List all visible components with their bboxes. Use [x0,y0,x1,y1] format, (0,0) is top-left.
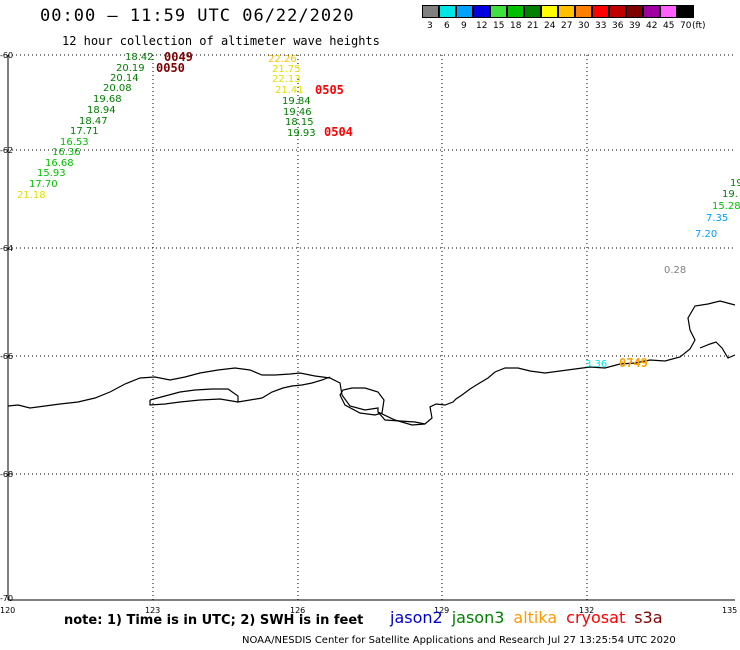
swh-value: 17.71 [70,126,99,137]
legend-label: 6 [444,21,450,31]
pass-time-label: 0049 [164,50,193,64]
legend-label: 24 [544,21,556,31]
legend-swatch [592,5,609,18]
swh-value: 20.19 [116,63,145,74]
legend-label: 45 [663,21,675,31]
latitude-tick-label: -64 [0,244,13,253]
latitude-tick-label: -66 [0,352,13,361]
latitude-tick-label: -70 [0,594,13,603]
legend-swatch [507,5,524,18]
satellite-name: cryosat [566,608,626,627]
legend-label: 12 [476,21,488,31]
legend-label: 18 [510,21,522,31]
swh-value: 20.14 [110,73,139,84]
swh-value: 15.93 [37,168,66,179]
pass-time-label: 0505 [315,83,344,97]
legend-label: 42 [646,21,658,31]
latitude-tick-label: -62 [0,146,13,155]
legend-swatch [456,5,473,18]
swh-value: 22.26 [268,54,297,65]
latitude-tick-label: -60 [0,51,13,60]
pass-time-label: 0749 [619,356,648,370]
legend-swatch [575,5,592,18]
swh-value: 19.68 [93,94,122,105]
legend-swatch [643,5,660,18]
longitude-tick-label: 126 [290,606,305,615]
map-subtitle: 12 hour collection of altimeter wave hei… [62,34,380,48]
swh-value: 19.84 [282,96,311,107]
legend-label: 39 [629,21,641,31]
longitude-tick-label: 129 [434,606,449,615]
map-title: 00:00 – 11:59 UTC 06/22/2020 [40,6,355,26]
swh-value: 21.75 [272,64,301,75]
swh-value: 7.20 [695,229,717,240]
swh-value: 20.08 [103,83,132,94]
legend-swatch [524,5,541,18]
satellite-legend: jason2 jason3 altika cryosat s3a [390,608,672,627]
legend-label: 15 [493,21,505,31]
legend-label: 9 [461,21,467,31]
legend-swatch [422,5,439,18]
swh-value: 18.47 [79,116,108,127]
longitude-tick-label: 123 [145,606,160,615]
swh-value: 17.70 [29,179,58,190]
legend-swatch [626,5,643,18]
legend-unit: (ft) [692,21,706,31]
color-legend [422,5,694,18]
legend-swatch [490,5,507,18]
longitude-labels: 120 123 126 129 132 135 [0,606,737,615]
swh-value: 21.18 [17,190,46,201]
swh-value: 22.13 [272,74,301,85]
satellite-name: s3a [634,608,663,627]
legend-label: 30 [578,21,590,31]
legend-swatch [660,5,677,18]
legend-swatch [439,5,456,18]
longitude-tick-label: 120 [0,606,15,615]
map-frame [7,55,735,601]
satellite-name: altika [513,608,558,627]
antarctic-coastline [7,300,736,426]
swh-value: 21.41 [275,85,304,96]
legend-label: 21 [527,21,539,31]
swh-value: 16.53 [60,137,89,148]
credit-line: NOAA/NESDIS Center for Satellite Applica… [242,635,676,646]
swh-value: 0.28 [664,265,686,276]
footer-note: note: 1) Time is in UTC; 2) SWH is in fe… [64,613,364,628]
swh-value: 16.36 [52,147,81,158]
swh-value: 3.36 [585,359,607,370]
legend-label: 3 [427,21,433,31]
swh-value: 19.46 [283,107,312,118]
satellite-name: jason3 [451,608,505,627]
legend-swatch [558,5,575,18]
legend-swatch [677,5,694,18]
satellite-name: jason2 [390,608,443,627]
legend-label: 27 [561,21,573,31]
pass-time-label: 0504 [324,125,353,139]
pass-time-label: 0050 [156,61,185,75]
swh-value: 18.15 [285,117,314,128]
longitude-tick-label: 135 [722,606,737,615]
legend-swatch [541,5,558,18]
longitude-tick-label: 132 [579,606,594,615]
legend-swatch [609,5,626,18]
swh-value: 19.93 [287,128,316,139]
legend-label: 33 [595,21,607,31]
swh-values: 18.4220.1920.1420.0819.6818.9418.4717.71… [17,52,740,370]
swh-value: 16.68 [45,158,74,169]
latitude-labels: -60 -62 -64 -66 -68 -70 [0,51,13,603]
swh-value: 7.35 [706,213,728,224]
swh-value: 19. [722,189,738,200]
graticule [8,54,735,600]
swh-value: 19 [730,178,740,189]
swh-value: 18.42 [125,52,154,63]
legend-swatch [473,5,490,18]
swh-value: 18.94 [87,105,116,116]
legend-label: 36 [612,21,624,31]
legend-label: 70 [680,21,692,31]
swh-value: 15.28 [712,201,740,212]
latitude-tick-label: -68 [0,470,13,479]
